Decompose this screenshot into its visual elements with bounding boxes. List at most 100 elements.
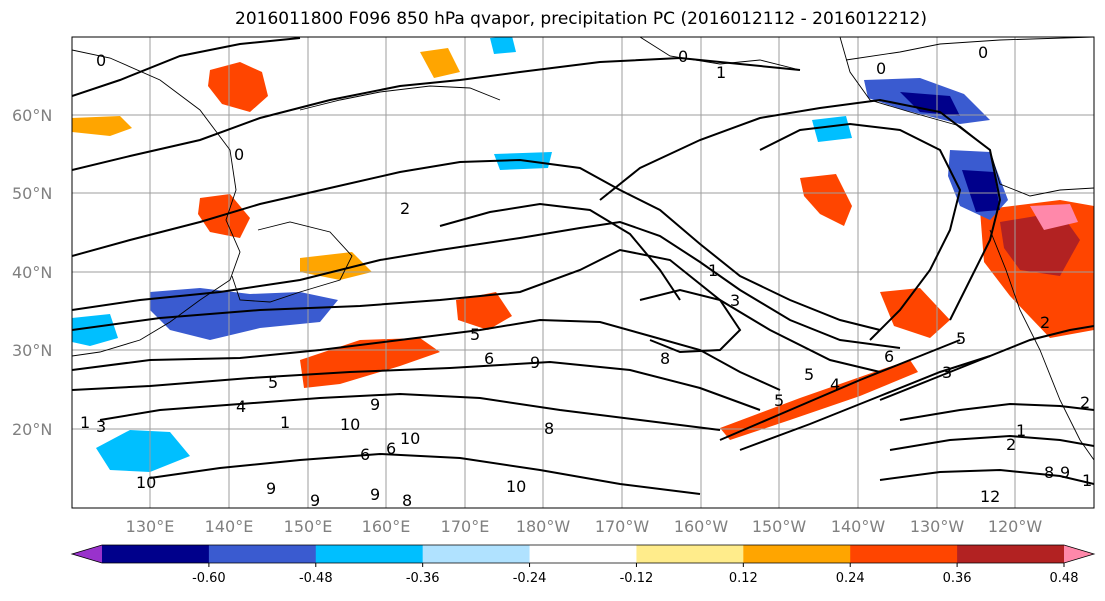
lon-label: 160°W (674, 517, 729, 536)
lon-label: 150°W (752, 517, 807, 536)
colorbar-segment (957, 545, 1065, 563)
colorbar-segment (422, 545, 531, 563)
contour-label: 9 (266, 479, 276, 498)
colorbar-segment (208, 545, 317, 563)
lon-label: 130°E (126, 517, 175, 536)
contour-label: 9 (370, 485, 380, 504)
lat-label: 60°N (12, 106, 52, 125)
contour-label: 5 (774, 391, 784, 410)
contour-label: 10 (400, 429, 420, 448)
colorbar-extend-high (1064, 545, 1094, 563)
contour-label: 0 (234, 145, 244, 164)
shade-patch (96, 430, 190, 472)
shade-patch (880, 288, 950, 338)
shade-patch (72, 116, 132, 136)
lat-label: 30°N (12, 341, 52, 360)
contour-label: 9 (310, 491, 320, 510)
shade-patch (900, 92, 960, 116)
contour-label: 9 (530, 353, 540, 372)
contour-label: 6 (884, 347, 894, 366)
contour-label: 1 (708, 261, 718, 280)
colorbar-tick-label: -0.60 (192, 571, 226, 586)
contour-label: 9 (1060, 463, 1070, 482)
colorbar-outline (70, 544, 1096, 564)
colorbar-tick-label: 0.36 (943, 571, 972, 586)
lon-label: 120°W (988, 517, 1043, 536)
shade-patch (720, 360, 918, 440)
graticule (72, 37, 1094, 508)
contour-label: 3 (942, 363, 952, 382)
contour-label: 10 (136, 473, 156, 492)
colorbar: -0.60 -0.48 -0.36 -0.24 -0.12 0.12 0.24 0.36 0.4… (70, 544, 1096, 586)
shade-patch (208, 62, 268, 112)
colorbar-tick-label: 0.48 (1050, 571, 1079, 586)
shade-patch (490, 37, 516, 54)
contour-label: 2 (400, 199, 410, 218)
lon-label: 130°W (910, 517, 965, 536)
contour-label: 0 (876, 59, 886, 78)
contour-label: 2 (1006, 435, 1016, 454)
contour-label: 8 (402, 491, 412, 510)
shade-patch (812, 116, 852, 142)
colorbar-tick-label: -0.24 (513, 571, 547, 586)
contour-label: 0 (678, 47, 688, 66)
colorbar-segment (743, 545, 851, 563)
contour-label: 4 (236, 397, 246, 416)
colorbar-tick-label: -0.12 (620, 571, 654, 586)
colorbar-segment (102, 545, 210, 563)
contour-label: 3 (96, 417, 106, 436)
contour-label: 8 (1044, 463, 1054, 482)
colorbar-tick-label: 0.24 (836, 571, 865, 586)
contour-label: 8 (544, 419, 554, 438)
qvapor-contours (72, 37, 1094, 495)
contour-label: 5 (804, 365, 814, 384)
colorbar-segment (315, 545, 424, 563)
colorbar-tick-label: -0.36 (406, 571, 440, 586)
contour-label: 8 (660, 349, 670, 368)
contour-label: 12 (980, 487, 1000, 506)
shade-patch (198, 194, 250, 238)
lon-label: 170°E (441, 517, 490, 536)
colorbar-tick-label: -0.48 (299, 571, 333, 586)
shade-patch (150, 288, 338, 340)
lon-label: 170°W (595, 517, 650, 536)
contour-label: 0 (978, 43, 988, 62)
lat-label: 50°N (12, 184, 52, 203)
contour-label: 5 (470, 325, 480, 344)
contour-label: 1 (1082, 471, 1092, 490)
lon-label: 180°W (516, 517, 571, 536)
colorbar-segment (529, 545, 637, 563)
contour-label: 4 (830, 375, 840, 394)
colorbar-tick-label: 0.12 (729, 571, 758, 586)
contour-label: 2 (1040, 313, 1050, 332)
shade-patch (456, 292, 512, 330)
lon-label: 140°W (831, 517, 886, 536)
lon-label: 160°E (362, 517, 411, 536)
contour-label: 1 (80, 413, 90, 432)
contour-label: 0 (96, 51, 106, 70)
colorbar-segment (636, 545, 744, 563)
shade-patch (420, 48, 460, 78)
coastlines (72, 37, 1094, 461)
contour-label: 10 (340, 415, 360, 434)
longitude-labels: 130°E 140°E 150°E 160°E 170°E 180°W 170°… (126, 517, 1043, 536)
lat-label: 40°N (12, 263, 52, 282)
map-title: 2016011800 F096 850 hPa qvapor, precipit… (235, 9, 927, 29)
contour-label: 10 (506, 477, 526, 496)
contour-label: 1 (280, 413, 290, 432)
contour-label: 2 (1080, 393, 1090, 412)
latitude-labels: 60°N 50°N 40°N 30°N 20°N (12, 106, 52, 439)
contour-label: 1 (716, 63, 726, 82)
shade-patch (72, 314, 118, 346)
contour-label: 6 (360, 445, 370, 464)
lon-label: 140°E (205, 517, 254, 536)
lat-label: 20°N (12, 420, 52, 439)
shade-patch (300, 252, 372, 280)
shade-patch (1030, 204, 1078, 230)
shade-patch (1000, 212, 1080, 276)
contour-label: 9 (370, 395, 380, 414)
colorbar-segment (850, 545, 958, 563)
contour-label: 5 (956, 329, 966, 348)
contour-label: 6 (386, 439, 396, 458)
